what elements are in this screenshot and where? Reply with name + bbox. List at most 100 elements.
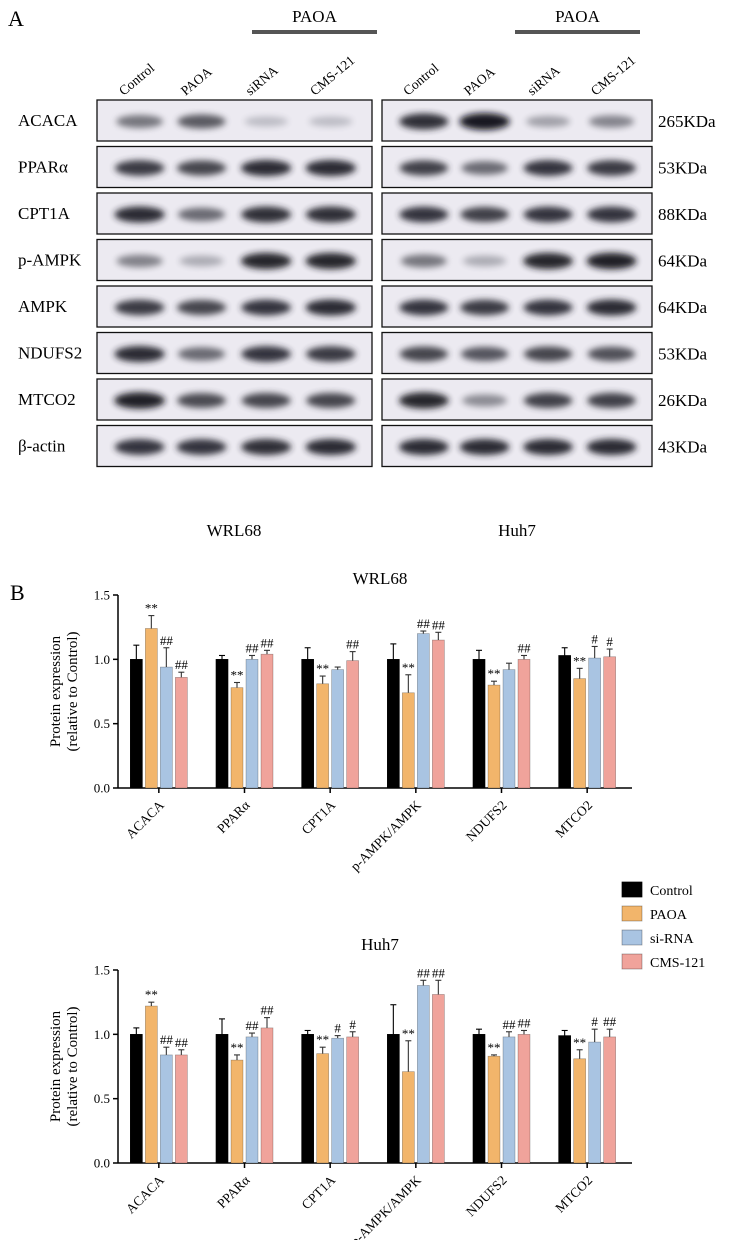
blot-band: [241, 392, 291, 409]
size-label: 53KDa: [658, 345, 708, 364]
blot-band: [399, 299, 449, 316]
bar: [301, 659, 314, 789]
blot-band: [114, 206, 165, 223]
significance-mark: ##: [160, 633, 174, 648]
blot-band: [462, 394, 508, 407]
significance-mark: ##: [261, 1003, 275, 1018]
bar: [215, 1034, 229, 1164]
y-tick-label: 0.0: [94, 781, 110, 796]
bar: [402, 1071, 415, 1164]
panel-b-label: B: [10, 580, 25, 605]
blot-band: [241, 159, 292, 177]
y-tick-label: 1.5: [94, 963, 110, 978]
blot-band: [305, 252, 356, 270]
blot-band: [587, 160, 636, 176]
y-axis-label-line2: (relative to Control): [65, 1007, 81, 1127]
blot-band: [588, 115, 635, 128]
bar: [517, 1034, 531, 1164]
blot-band: [114, 160, 165, 176]
bar: [517, 659, 531, 789]
y-tick-label: 0.5: [94, 716, 110, 731]
bar: [260, 653, 274, 789]
x-tick-label: PPARα: [214, 798, 253, 837]
blot-band: [523, 392, 573, 409]
blot-band: [116, 254, 163, 268]
x-tick-label: MTCO2: [552, 798, 595, 841]
bar: [245, 659, 259, 789]
lane-label-0-3: CMS-121: [307, 53, 357, 99]
significance-mark: #: [349, 1017, 356, 1032]
x-tick-label: ACACA: [123, 797, 167, 841]
y-axis-label-line2: (relative to Control): [65, 632, 81, 752]
y-tick-label: 1.0: [94, 652, 110, 667]
bar: [487, 1055, 501, 1164]
y-tick-label: 0.0: [94, 1156, 110, 1171]
legend-label: PAOA: [650, 908, 688, 923]
blot-band: [305, 438, 356, 456]
wrl68-bar-chart: WRL68 0.0 0.5 1.0 1.5 Protein expression(rela…: [48, 569, 632, 874]
significance-mark: ##: [246, 1018, 260, 1033]
size-label: 26KDa: [658, 391, 708, 410]
bar: [331, 669, 344, 789]
bar: [387, 659, 400, 789]
bar: [175, 677, 188, 789]
bar: [175, 1054, 188, 1164]
size-label: 43KDa: [658, 438, 708, 457]
blot-band: [399, 346, 448, 362]
size-label: 88KDa: [658, 205, 708, 224]
blot-band: [460, 346, 509, 362]
x-tick-label: p-AMPK/AMPK: [348, 797, 425, 874]
bar: [160, 1054, 173, 1164]
significance-mark: **: [145, 987, 158, 1002]
significance-mark: ##: [346, 637, 360, 652]
blot-band: [399, 160, 449, 176]
bar: [346, 1036, 359, 1164]
blot-band: [176, 299, 227, 316]
bar: [145, 628, 158, 789]
blot-band: [114, 345, 165, 363]
blot-band: [244, 116, 288, 127]
bar: [387, 1034, 400, 1164]
panel-a-label: A: [8, 6, 24, 31]
paoa-label-huh7: PAOA: [555, 7, 600, 26]
blot-band: [114, 392, 165, 409]
bar: [145, 1005, 158, 1164]
legend: Control PAOA si-RNA CMS-121: [621, 881, 705, 971]
protein-label: MTCO2: [18, 390, 76, 409]
blot-band: [460, 299, 509, 316]
lane-label-1-3: CMS-121: [588, 53, 638, 99]
bar: [603, 1036, 616, 1164]
bar: [502, 669, 516, 789]
chart-title: Huh7: [361, 935, 399, 954]
blot-band: [523, 299, 573, 316]
blot-band: [114, 299, 165, 316]
bar: [215, 659, 229, 789]
legend-swatch: [621, 905, 643, 922]
significance-mark: ##: [246, 640, 260, 655]
bar: [245, 1036, 259, 1164]
blot-band: [586, 299, 637, 316]
bar: [316, 1053, 329, 1164]
blot-band: [114, 439, 165, 455]
significance-mark: **: [573, 1035, 586, 1050]
bar: [472, 1034, 486, 1164]
significance-mark: #: [606, 634, 613, 649]
blot-band: [399, 113, 449, 130]
blot-band: [179, 255, 224, 267]
bar: [346, 660, 359, 789]
huh7-bar-chart: Huh7 0.0 0.5 1.0 1.5 Protein expression(relat…: [48, 935, 632, 1240]
paoa-label-wrl68: PAOA: [292, 7, 337, 26]
blot-band: [399, 392, 449, 409]
lane-label-1-1: PAOA: [461, 64, 498, 98]
blot-band: [587, 392, 636, 409]
y-tick-label: 1.0: [94, 1027, 110, 1042]
significance-mark: #: [334, 1021, 341, 1036]
blot-band: [241, 299, 291, 316]
blot-band: [116, 115, 163, 128]
blot-band: [177, 114, 226, 129]
bar: [558, 655, 571, 789]
blot-band: [177, 393, 226, 408]
significance-mark: ##: [503, 1017, 517, 1032]
blot-band: [523, 346, 573, 362]
